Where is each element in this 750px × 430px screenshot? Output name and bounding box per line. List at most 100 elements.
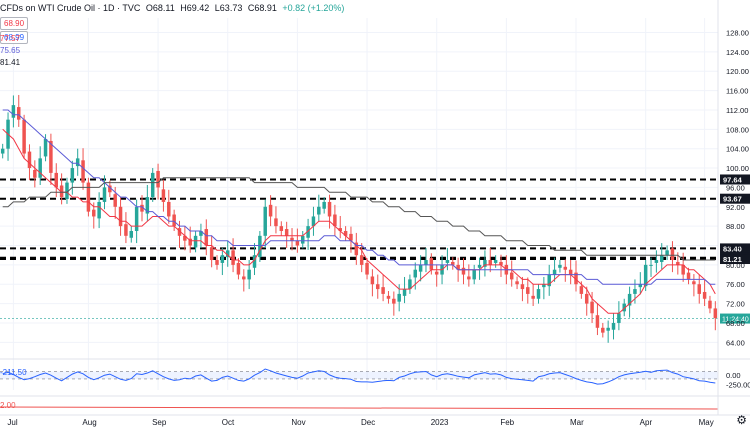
candle-body (27, 151, 32, 169)
bid-price-pill[interactable]: 68.90 (0, 17, 29, 30)
candle-body (177, 228, 182, 236)
candle-body (638, 284, 643, 288)
candle-body (75, 158, 80, 167)
candle-body (290, 237, 294, 241)
candle-body (199, 230, 203, 236)
symbol-name[interactable]: CFDs on WTI Crude Oil · 1D · TVC (0, 3, 141, 13)
x-tick-label: Dec (361, 418, 375, 427)
symbol-header: CFDs on WTI Crude Oil · 1D · TVC O68.11 … (0, 3, 347, 13)
candle-body (300, 235, 305, 244)
y-tick-label: 112.00 (726, 106, 748, 115)
candle-body (225, 250, 230, 258)
x-tick-label: Nov (291, 418, 305, 427)
cci-value: -211.50 (0, 368, 27, 377)
candle-body (408, 279, 412, 290)
x-tick-label: Oct (222, 418, 235, 427)
low-value: L63.73 (214, 3, 243, 13)
level-label: 83.40 (723, 244, 742, 253)
candle-body (258, 235, 262, 258)
candle-body (552, 269, 557, 275)
candle-body (708, 300, 712, 309)
candle-body (692, 281, 696, 285)
ma-fast-value: 77.57 (0, 34, 21, 43)
x-tick-label: Apr (640, 418, 653, 427)
candle-body (274, 218, 278, 227)
x-tick-label: 2023 (431, 418, 449, 427)
candle-body (183, 235, 187, 241)
candle-body (643, 264, 648, 287)
candle-body (284, 229, 289, 236)
y-tick-label: 80.00 (726, 261, 745, 270)
candle-body (488, 260, 493, 265)
candle-body (451, 261, 455, 265)
candle-body (43, 139, 48, 157)
candle-body (338, 228, 342, 231)
candle-body (102, 187, 107, 202)
candle-body (38, 158, 42, 178)
y-tick-label: 84.00 (726, 242, 745, 251)
candle-body (0, 148, 5, 154)
cci-line (2, 368, 716, 385)
candle-body (92, 209, 96, 217)
candle-body (167, 201, 171, 217)
candle-body (49, 140, 53, 173)
level-tag (720, 254, 750, 265)
candle-body (477, 264, 482, 268)
ask-price-pill[interactable]: 68.99 (0, 31, 29, 44)
close-value: C68.91 (247, 3, 277, 13)
candle-body (86, 182, 91, 212)
candle-body (456, 264, 460, 270)
cci-tick-label: -250.00 (726, 380, 750, 389)
candle-body (204, 229, 209, 246)
candle-body (349, 233, 353, 241)
candle-body (520, 284, 525, 290)
level-tag (720, 243, 750, 254)
last-price-tag (720, 313, 750, 324)
candle-body (306, 226, 310, 238)
candle-body (676, 261, 680, 265)
level-tag (720, 193, 750, 204)
candle-body (697, 284, 701, 294)
candle-body (617, 313, 621, 323)
level-tag (720, 174, 750, 185)
candle-body (317, 206, 321, 215)
y-tick-label: 100.00 (726, 164, 749, 173)
candle-body (381, 287, 385, 294)
y-tick-label: 92.00 (726, 203, 745, 212)
y-tick-label: 72.00 (726, 300, 745, 309)
candle-body (611, 322, 616, 330)
y-tick-label: 104.00 (726, 145, 749, 154)
candle-body (713, 308, 718, 319)
y-tick-label: 116.00 (726, 87, 748, 96)
candle-body (247, 269, 251, 280)
candle-body (279, 226, 284, 231)
candle-body (584, 293, 589, 304)
y-tick-label: 124.00 (726, 48, 749, 57)
candle-body (461, 267, 466, 275)
y-tick-label: 128.00 (726, 29, 749, 38)
candle-body (429, 258, 434, 270)
candle-body (702, 291, 707, 299)
y-tick-label: 108.00 (726, 125, 749, 134)
candle-body (397, 293, 401, 302)
price-grid (0, 18, 718, 390)
candle-body (145, 197, 150, 214)
candle-body (108, 185, 112, 193)
moving-average-line (2, 128, 716, 314)
candle-body (263, 206, 267, 236)
y-tick-label: 88.00 (726, 222, 745, 231)
candle-body (601, 327, 605, 333)
gear-icon[interactable]: ⚙ (736, 413, 747, 427)
candle-body (322, 201, 326, 209)
x-tick-label: Sep (152, 418, 167, 427)
candle-body (113, 194, 117, 207)
candle-body (472, 269, 476, 280)
candle-body (129, 230, 134, 238)
candle-body (97, 201, 101, 219)
candle-body (531, 295, 535, 299)
x-tick-label: Aug (82, 418, 96, 427)
candle-body (622, 303, 626, 312)
